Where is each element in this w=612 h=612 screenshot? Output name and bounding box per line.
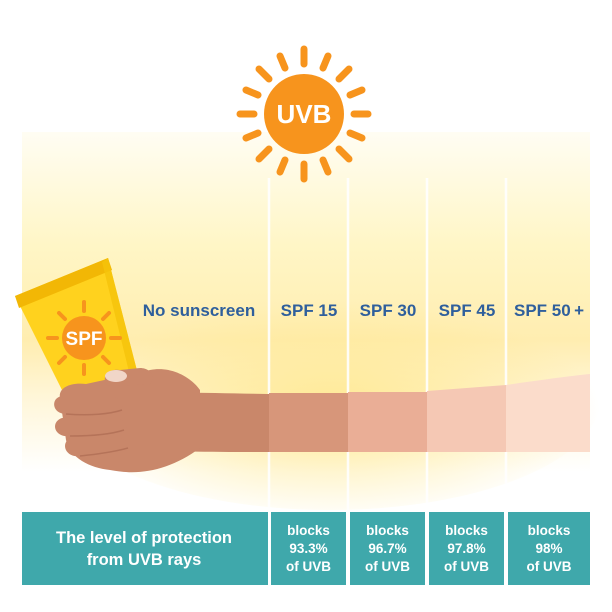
spf-30-blocks: blocks	[366, 523, 409, 538]
arm-spf-15	[269, 393, 348, 452]
protection-title-box	[22, 512, 268, 585]
spf-50-blocks: blocks	[527, 523, 571, 538]
spf-45-box	[429, 512, 504, 585]
arm-spf-50	[506, 374, 590, 452]
spf-50-of-uvb: of UVB	[526, 559, 572, 574]
protection-title-line-2: from UVB rays	[86, 551, 202, 569]
spf-15-blocks: blocks	[287, 523, 330, 538]
spf-45-protection: blocks 97.8% of UVB	[429, 522, 504, 576]
spf-50-box	[508, 512, 590, 585]
spf-50-protection: blocks 98% of UVB	[508, 522, 590, 576]
protection-title-line-1: The level of protection	[55, 529, 233, 547]
sun-label: UVB	[277, 99, 332, 129]
spf-45-percent: 97.8%	[447, 541, 486, 556]
tube-label: SPF	[66, 329, 103, 350]
spf-30-of-uvb: of UVB	[365, 559, 410, 574]
column-label-spf-30: SPF 30	[359, 301, 417, 320]
finger-lines	[65, 409, 129, 457]
column-dividers	[267, 178, 508, 512]
spf-45-of-uvb: of UVB	[444, 559, 489, 574]
column-label-no-sunscreen: No sunscreen	[142, 301, 256, 320]
column-label-spf-15: SPF 15	[280, 301, 338, 320]
spf-15-of-uvb: of UVB	[286, 559, 331, 574]
spf-30-percent: 96.7%	[368, 541, 407, 556]
tube-sun-icon: SPF	[46, 300, 122, 376]
column-label-spf-50: SPF 50 +	[513, 301, 585, 320]
protection-title: The level of protection from UVB rays	[22, 527, 266, 571]
spf-45-blocks: blocks	[445, 523, 488, 538]
arm-spf-30	[348, 392, 427, 452]
uvb-sun-icon: UVB	[236, 45, 372, 183]
spf-15-protection: blocks 93.3% of UVB	[271, 522, 346, 576]
protection-panels	[22, 512, 590, 585]
arm-spf-45	[427, 385, 506, 452]
thumbnail	[105, 370, 127, 382]
spf-15-box	[271, 512, 346, 585]
spf-15-percent: 93.3%	[289, 541, 328, 556]
spf-30-protection: blocks 96.7% of UVB	[350, 522, 425, 576]
spf-30-box	[350, 512, 425, 585]
column-label-spf-45: SPF 45	[438, 301, 496, 320]
spf-50-percent: 98%	[535, 541, 563, 556]
